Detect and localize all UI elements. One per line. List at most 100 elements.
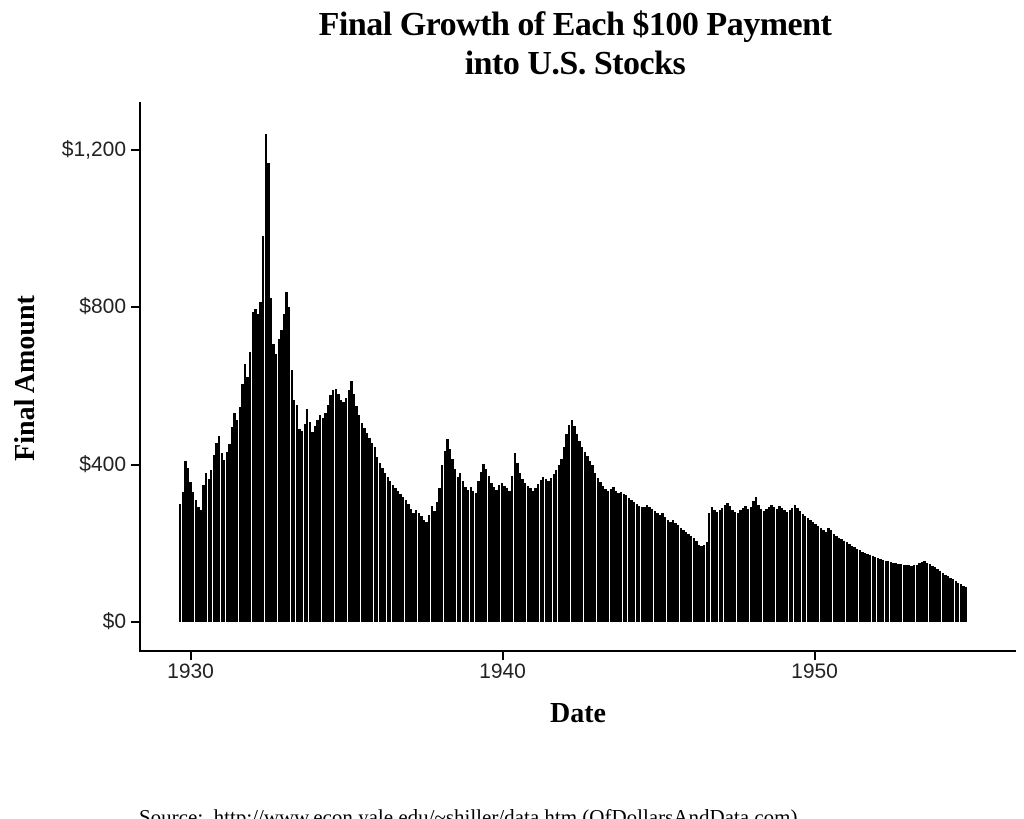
- bar: [251, 311, 254, 622]
- bar: [184, 461, 187, 622]
- bar: [601, 485, 605, 622]
- bar: [269, 298, 273, 622]
- bar: [840, 539, 843, 622]
- bar: [446, 438, 449, 622]
- bar: [523, 482, 527, 622]
- bar: [881, 559, 885, 622]
- bar: [697, 544, 701, 622]
- bar: [708, 512, 711, 622]
- y-axis-line: [139, 102, 141, 652]
- bar: [360, 423, 363, 622]
- bar: [228, 444, 231, 622]
- y-tick-label: $400: [79, 452, 126, 476]
- bar: [352, 393, 356, 622]
- bar: [225, 451, 229, 622]
- bar: [396, 491, 400, 622]
- bar: [656, 512, 659, 622]
- bar: [754, 497, 758, 622]
- x-axis-title: Date: [550, 698, 606, 729]
- bar: [741, 507, 745, 622]
- bar: [236, 420, 239, 622]
- bar: [674, 522, 677, 622]
- bar: [210, 470, 213, 622]
- bar: [739, 510, 742, 622]
- bar: [342, 402, 345, 622]
- bar: [594, 473, 597, 622]
- bar: [731, 509, 734, 622]
- bar: [503, 485, 506, 622]
- bar: [627, 497, 631, 622]
- bar: [212, 454, 216, 622]
- bar: [814, 524, 817, 622]
- bar: [285, 292, 288, 622]
- bar: [827, 527, 830, 622]
- bar: [573, 425, 576, 622]
- bar: [539, 480, 542, 622]
- bar: [215, 442, 218, 622]
- y-tick-label: $1,200: [61, 137, 126, 161]
- bar: [492, 486, 496, 622]
- bar: [526, 485, 529, 622]
- bar: [256, 314, 260, 622]
- chart-title-line2: into U.S. Stocks: [464, 45, 686, 82]
- bar: [277, 339, 280, 622]
- bar: [508, 490, 511, 622]
- bar: [321, 418, 324, 622]
- bar: [381, 468, 384, 622]
- bar: [399, 494, 402, 622]
- bar: [259, 302, 262, 622]
- bar: [357, 415, 361, 622]
- bar: [876, 557, 880, 622]
- bar: [679, 527, 682, 622]
- bar: [612, 486, 615, 622]
- bar: [274, 354, 278, 622]
- x-axis-line: [139, 650, 1016, 652]
- bar: [700, 546, 703, 622]
- bar: [531, 490, 535, 622]
- bar: [521, 479, 524, 622]
- bar: [409, 508, 413, 622]
- bar: [249, 352, 252, 622]
- x-tick-mark: [189, 652, 192, 660]
- bar: [303, 424, 306, 622]
- bar: [197, 507, 200, 622]
- bar: [575, 433, 579, 622]
- bar: [495, 489, 498, 622]
- bar: [518, 473, 522, 622]
- bar: [591, 465, 594, 622]
- bar: [505, 488, 509, 622]
- bar: [246, 377, 249, 622]
- bar: [513, 453, 516, 622]
- bar: [926, 562, 929, 622]
- bar: [407, 503, 410, 622]
- bar: [941, 573, 944, 622]
- bar: [599, 482, 602, 622]
- bar: [617, 493, 620, 622]
- bar: [207, 479, 210, 622]
- bar: [897, 563, 900, 622]
- bar: [233, 413, 236, 622]
- bar: [923, 561, 926, 622]
- bar: [824, 531, 828, 622]
- bar: [562, 447, 566, 622]
- bar: [295, 404, 299, 622]
- bar: [892, 562, 895, 622]
- bar: [448, 448, 452, 622]
- bar: [630, 499, 633, 622]
- bar: [651, 509, 654, 622]
- bar: [435, 501, 439, 622]
- bar: [542, 476, 545, 622]
- bar: [264, 133, 267, 622]
- bar: [806, 518, 810, 622]
- bar: [433, 510, 436, 622]
- bar: [464, 486, 467, 622]
- bar: [570, 420, 573, 622]
- bar: [933, 567, 937, 622]
- y-tick-label: $800: [79, 295, 126, 318]
- bar: [578, 441, 581, 622]
- bar: [202, 484, 205, 622]
- bar: [749, 507, 752, 622]
- bar: [404, 499, 407, 622]
- bar: [835, 535, 838, 622]
- bar: [944, 574, 947, 622]
